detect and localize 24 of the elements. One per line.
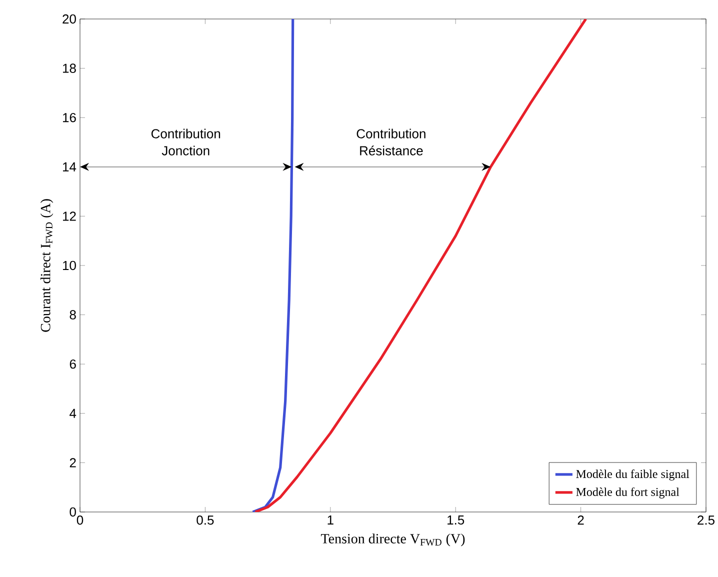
y-tick-label: 0 [70,507,76,517]
x-tick-label: 2.5 [698,516,714,525]
y-tick-label: 6 [70,359,76,369]
x-tick-label: 1 [328,516,334,524]
y-tick-label: 18 [63,64,76,73]
y-tick-label: 16 [63,112,76,122]
legend-label: Modèle du fort signal [576,487,680,498]
legend-label: Modèle du faible signal [576,469,690,481]
x-axis-title: Tension directe V$_{FWD}$ (V) [320,534,465,546]
y-tick-label: 4 [70,408,76,418]
y-axis-title: Courant direct I$_{FWD}$ (A) [40,199,54,332]
y-tick-label: 10 [63,260,76,270]
x-tick-label: 0 [76,516,84,525]
y-tick-label: 14 [63,162,76,172]
x-tick-label: 2 [578,516,584,525]
annotation: Contribution Résistance [356,128,426,156]
y-tick-label: 8 [70,310,76,320]
y-tick-label: 20 [62,14,76,24]
y-tick-label: 2 [70,458,76,468]
y-tick-label: 12 [63,212,76,221]
annotation: Contribution Jonction [151,128,220,156]
x-tick-label: 0.5 [196,516,214,525]
line-series [251,18,294,512]
x-tick-label: 1.5 [448,516,464,525]
